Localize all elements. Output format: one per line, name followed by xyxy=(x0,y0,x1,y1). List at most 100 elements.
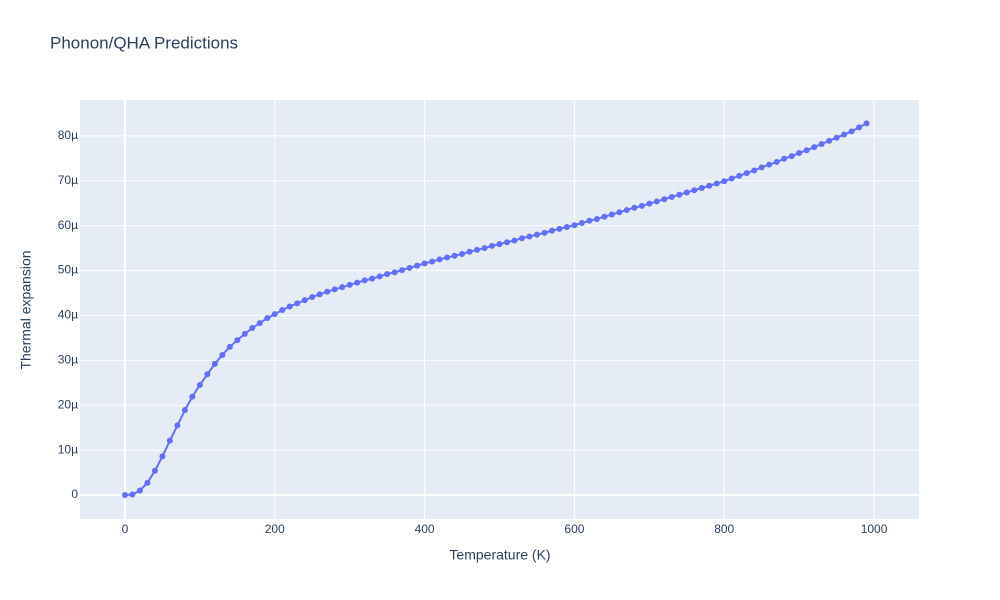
data-point xyxy=(481,245,488,252)
data-point xyxy=(369,275,376,282)
data-point xyxy=(309,294,316,301)
data-point xyxy=(489,242,496,249)
data-point xyxy=(743,170,750,177)
data-point xyxy=(316,291,323,298)
data-point xyxy=(339,284,346,291)
data-point xyxy=(803,147,810,154)
data-point xyxy=(841,131,848,138)
data-point xyxy=(533,231,540,238)
data-point xyxy=(159,453,166,460)
data-point xyxy=(219,351,226,358)
data-point xyxy=(271,311,278,318)
data-point xyxy=(181,407,188,414)
data-point xyxy=(324,288,331,295)
grid xyxy=(80,100,919,519)
data-point xyxy=(451,252,458,259)
data-point xyxy=(811,144,818,151)
data-point xyxy=(571,222,578,229)
data-point xyxy=(121,491,128,498)
data-point xyxy=(196,382,203,389)
data-point xyxy=(578,219,585,226)
data-point xyxy=(691,187,698,194)
data-point xyxy=(683,189,690,196)
series-line xyxy=(124,122,868,496)
y-tick-label: 80µ xyxy=(58,128,78,142)
data-point xyxy=(436,256,443,263)
data-point xyxy=(698,184,705,191)
data-point xyxy=(391,269,398,276)
data-point xyxy=(459,250,466,257)
y-tick-label: 60µ xyxy=(58,218,78,232)
data-point xyxy=(234,337,241,344)
data-point xyxy=(796,149,803,156)
data-point xyxy=(226,343,233,350)
data-point xyxy=(286,303,293,310)
data-point xyxy=(136,487,143,494)
chart-title: Phonon/QHA Predictions xyxy=(50,33,238,52)
y-axis-title: Thermal expansion xyxy=(18,250,34,369)
data-point xyxy=(301,297,308,304)
data-point xyxy=(593,215,600,222)
data-point xyxy=(399,267,406,274)
data-point xyxy=(788,153,795,160)
data-point xyxy=(818,140,825,147)
data-point xyxy=(556,225,563,232)
data-point xyxy=(728,175,735,182)
y-tick-label: 30µ xyxy=(58,353,78,367)
data-point xyxy=(758,164,765,171)
data-point xyxy=(721,178,728,185)
data-point xyxy=(406,264,413,271)
data-point xyxy=(676,191,683,198)
data-point xyxy=(518,235,525,242)
y-tick-label: 10µ xyxy=(58,442,78,456)
data-point xyxy=(331,286,338,293)
data-point xyxy=(548,227,555,234)
x-tick-label: 400 xyxy=(415,522,435,536)
data-point xyxy=(766,161,773,168)
data-point xyxy=(361,277,368,284)
data-point xyxy=(668,193,675,200)
x-tick-label: 0 xyxy=(122,522,129,536)
data-point xyxy=(151,467,158,474)
data-point xyxy=(511,237,518,244)
data-point xyxy=(563,224,570,231)
data-point xyxy=(249,325,256,332)
data-point xyxy=(751,167,758,174)
data-point xyxy=(736,172,743,179)
data-point xyxy=(429,258,436,265)
data-point xyxy=(294,300,301,307)
data-point xyxy=(444,254,451,261)
data-point xyxy=(144,479,151,486)
data-point xyxy=(346,281,353,288)
data-point xyxy=(421,260,428,267)
data-point xyxy=(661,196,668,203)
data-point xyxy=(384,271,391,278)
y-tick-label: 0 xyxy=(71,487,78,501)
data-point xyxy=(646,200,653,207)
data-point xyxy=(474,246,481,253)
data-point xyxy=(856,124,863,131)
data-point xyxy=(166,437,173,444)
data-point xyxy=(833,134,840,141)
data-point xyxy=(781,155,788,162)
data-point xyxy=(826,137,833,144)
data-point xyxy=(616,209,623,216)
y-tick-label: 70µ xyxy=(58,173,78,187)
data-point xyxy=(264,315,271,322)
data-point xyxy=(189,393,196,400)
data-point xyxy=(256,320,263,327)
data-point xyxy=(586,217,593,224)
x-tick-label: 800 xyxy=(714,522,734,536)
data-point xyxy=(623,206,630,213)
data-point xyxy=(241,330,248,337)
data-point xyxy=(174,422,181,429)
x-tick-label: 200 xyxy=(265,522,285,536)
plot-area xyxy=(80,100,919,519)
data-point xyxy=(773,158,780,165)
data-point xyxy=(638,202,645,209)
x-tick-label: 600 xyxy=(564,522,584,536)
y-tick-label: 40µ xyxy=(58,308,78,322)
y-tick-label: 50µ xyxy=(58,263,78,277)
data-point xyxy=(631,204,638,211)
data-point xyxy=(863,120,870,127)
